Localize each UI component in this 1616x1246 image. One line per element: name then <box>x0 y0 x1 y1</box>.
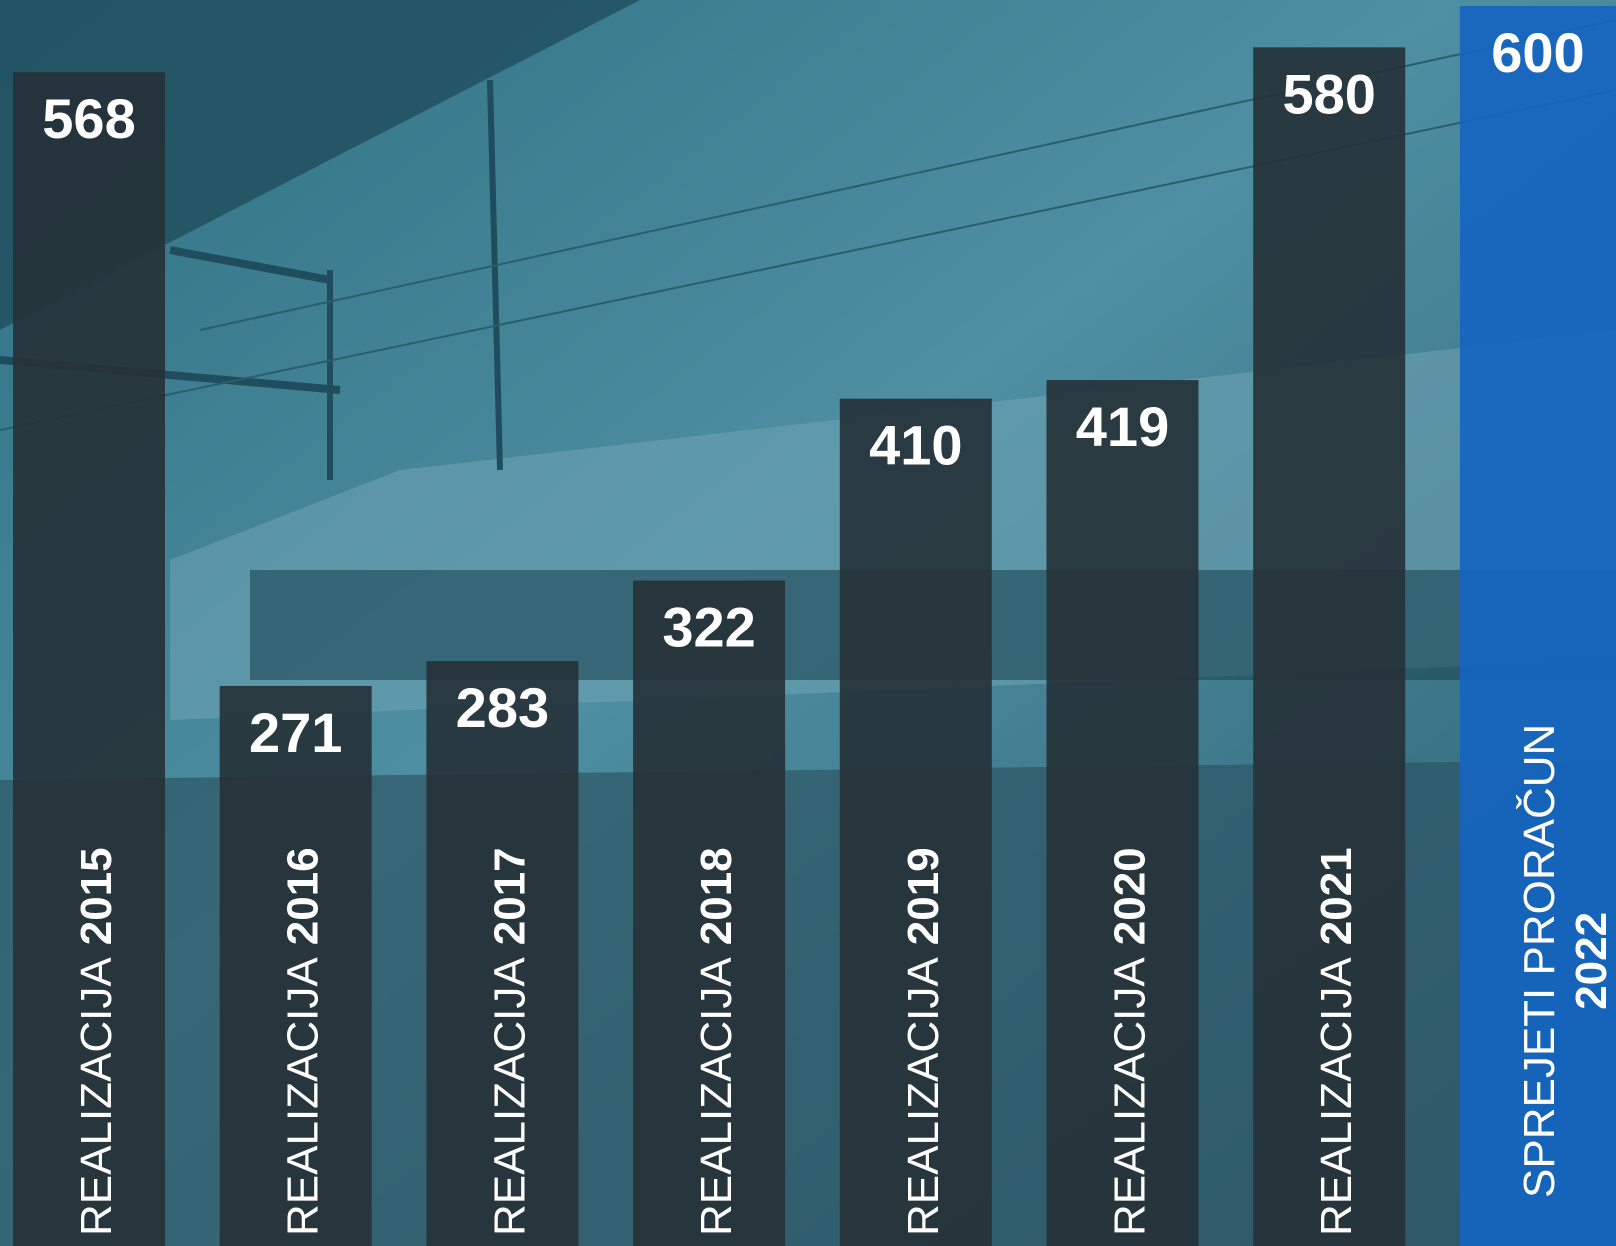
category-text: REALIZACIJA <box>1106 957 1155 1236</box>
value-label: 600 <box>1491 21 1584 84</box>
category-year: 2018 <box>692 847 741 945</box>
category-text: REALIZACIJA <box>692 957 741 1236</box>
category-year: 2017 <box>485 847 534 945</box>
category-text: REALIZACIJA <box>72 957 121 1236</box>
value-label: 419 <box>1076 395 1169 458</box>
category-year: 2016 <box>279 847 328 945</box>
category-label: REALIZACIJA 2018 <box>692 847 741 1236</box>
value-label: 568 <box>42 87 135 150</box>
chart: 568 REALIZACIJA 2015 271 REALIZACIJA 2016 283 R… <box>0 0 1616 1246</box>
category-label: REALIZACIJA 2020 <box>1106 847 1155 1236</box>
value-label: 322 <box>662 596 755 659</box>
value-label: 410 <box>869 414 962 477</box>
category-year: 2019 <box>899 847 948 945</box>
category-text: REALIZACIJA <box>279 957 328 1236</box>
value-label: 271 <box>249 701 342 764</box>
category-year: 2021 <box>1312 847 1361 945</box>
category-year: 2022 <box>1567 912 1616 1010</box>
category-label: REALIZACIJA 2016 <box>279 847 328 1236</box>
category-label: REALIZACIJA 2015 <box>72 847 121 1236</box>
category-year: 2020 <box>1106 847 1155 945</box>
category-text: REALIZACIJA <box>485 957 534 1236</box>
value-label: 283 <box>456 676 549 739</box>
value-label: 580 <box>1282 62 1375 125</box>
category-year: 2015 <box>72 847 121 945</box>
category-text: REALIZACIJA <box>899 957 948 1236</box>
category-text: REALIZACIJA <box>1312 957 1361 1236</box>
category-text: SPREJETI PRORAČUN <box>1514 724 1564 1198</box>
category-label: REALIZACIJA 2021 <box>1312 847 1361 1236</box>
category-label: REALIZACIJA 2017 <box>485 847 534 1236</box>
category-label: REALIZACIJA 2019 <box>899 847 948 1236</box>
